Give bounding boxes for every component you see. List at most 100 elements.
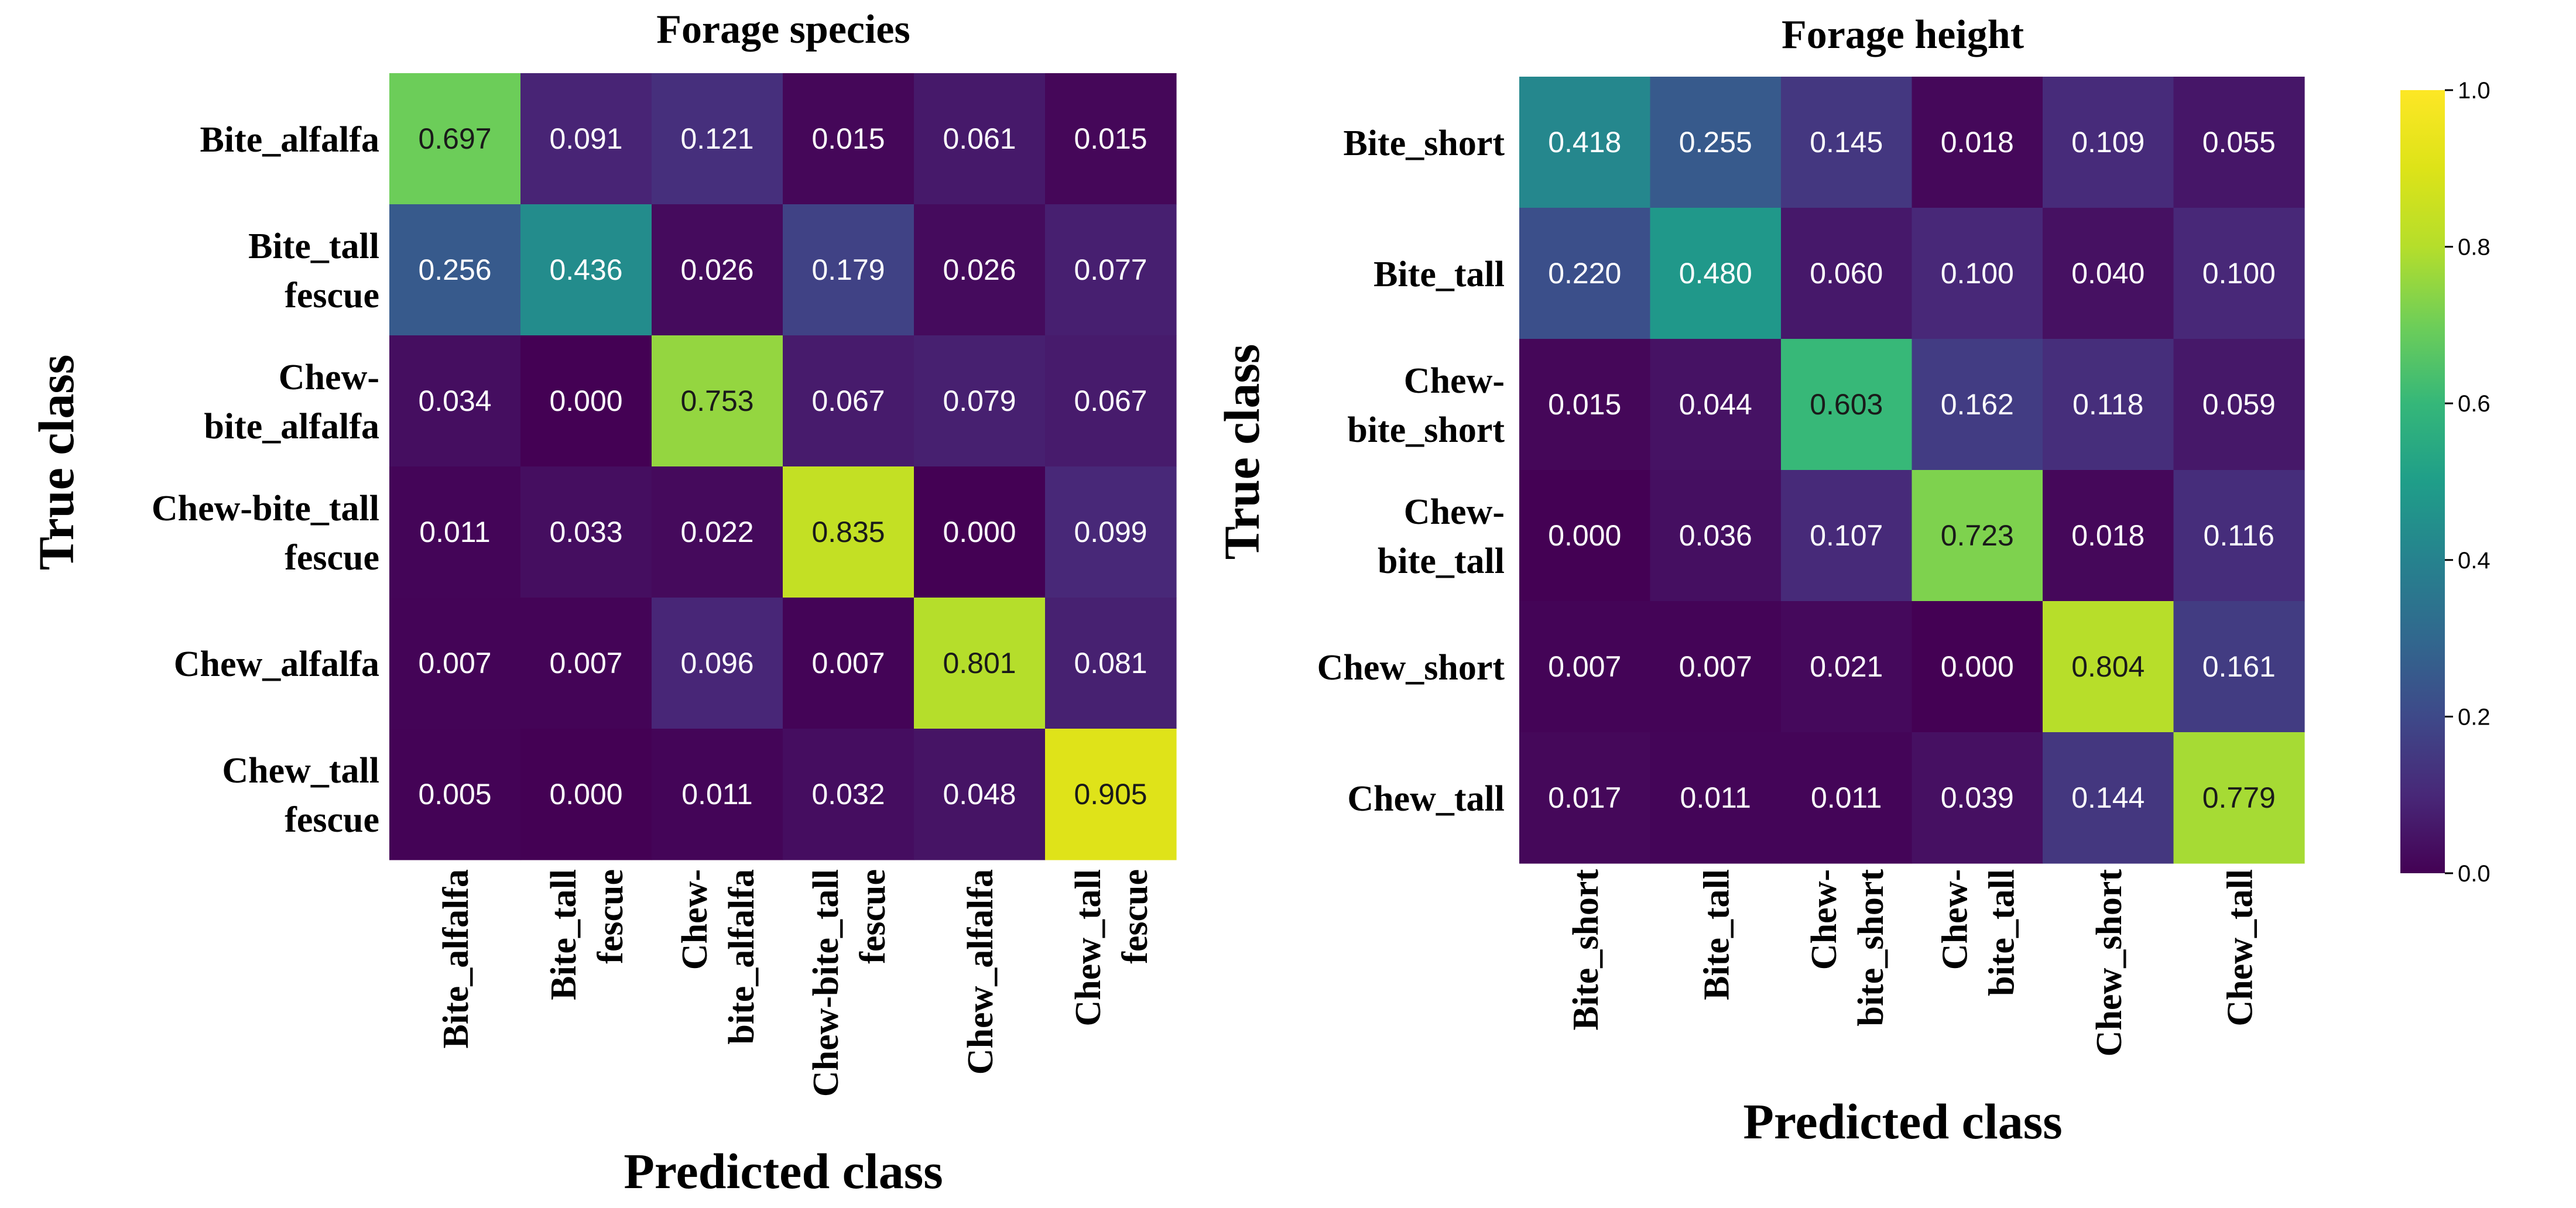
- cell-value: 0.162: [1941, 388, 2014, 421]
- colorbar-tick-label: 0.6: [2458, 391, 2491, 417]
- heatmap-cell: [1781, 470, 1913, 602]
- heatmap-cell: [652, 729, 783, 860]
- heatmap-cell: [1912, 601, 2043, 733]
- heatmap-cell: [2043, 732, 2174, 864]
- heatmap-cell: [652, 466, 783, 598]
- row-tick-label: Chew_short: [1317, 648, 1505, 688]
- heatmap-cell: [914, 598, 1046, 729]
- heatmap-cell: [1519, 77, 1651, 208]
- column-tick-label: Bite_tall: [544, 869, 584, 1000]
- heatmap-cell: [914, 466, 1046, 598]
- row-tick-label: Chew-: [279, 358, 379, 397]
- heatmap-cell: [1045, 729, 1177, 860]
- cell-value: 0.011: [419, 516, 490, 548]
- cell-value: 0.779: [2202, 781, 2276, 814]
- column-tick-labels: Bite_alfalfa Bite_tall fescue Chew-bite_alf…: [436, 869, 1155, 1097]
- cell-value: 0.753: [680, 385, 753, 417]
- cell-value: 0.436: [549, 253, 622, 286]
- column-tick-label: Bite_alfalfa: [436, 869, 476, 1049]
- column-tick-labels: Bite_short Bite_tall Chew-bite_short Chew-b…: [1566, 869, 2260, 1057]
- cell-value: 0.034: [418, 385, 491, 417]
- cell-value: 0.011: [681, 778, 752, 811]
- colorbar-tick-label: 1.0: [2458, 78, 2491, 104]
- cell-value: 0.017: [1548, 781, 1621, 814]
- heatmap-cell: [914, 729, 1046, 860]
- cell-value: 0.067: [811, 385, 885, 417]
- row-tick-label: fescue: [285, 538, 379, 578]
- cell-value: 0.801: [943, 647, 1016, 680]
- heatmap-cell: [1519, 208, 1651, 339]
- colorbar: 0.0 0.2 0.4 0.6 0.8 1.0: [2400, 78, 2491, 887]
- column-tick-label: bite_tall: [1982, 869, 2022, 996]
- heatmap-cell: [652, 73, 783, 205]
- heatmap-cell: [389, 598, 521, 729]
- cell-value: 0.007: [549, 647, 622, 680]
- row-tick-label: Chew-bite_tall: [152, 489, 379, 528]
- cell-value: 0.000: [549, 385, 622, 417]
- heatmap-cell: [1045, 73, 1177, 205]
- cell-value: 0.255: [1679, 126, 1752, 159]
- column-tick-label: Chew-: [1935, 869, 1975, 970]
- heatmap-cell: [389, 73, 521, 205]
- heatmap-cell: [652, 335, 783, 467]
- heatmap-cell: [1912, 208, 2043, 339]
- heatmap-cell: [1045, 598, 1177, 729]
- heatmap-cell: [1781, 208, 1913, 339]
- cell-value: 0.145: [1810, 126, 1883, 159]
- cell-value: 0.036: [1679, 519, 1752, 552]
- row-tick-label: bite_short: [1347, 410, 1505, 450]
- colorbar-ticks: 0.0 0.2 0.4 0.6 0.8 1.0: [2445, 78, 2491, 887]
- heatmap-cells: 0.418 0.255 0.145 0.018 0.109 0.055 0.220 0.480…: [1519, 77, 2305, 864]
- heatmap-cell: [783, 466, 914, 598]
- heatmap-cell: [1781, 601, 1913, 733]
- cell-value: 0.077: [1074, 253, 1147, 286]
- heatmap-cell: [914, 73, 1046, 205]
- cell-value: 0.000: [549, 778, 622, 811]
- heatmap-cell: [914, 335, 1046, 467]
- cell-value: 0.000: [943, 516, 1016, 548]
- heatmap-cell: [2173, 470, 2305, 602]
- cell-value: 0.039: [1941, 781, 2014, 814]
- column-tick-label: fescue: [853, 869, 893, 964]
- cell-value: 0.220: [1548, 257, 1621, 290]
- y-axis-label: True class: [28, 355, 84, 571]
- heatmap-forage-species: Forage species 0.697 0.091 0.121 0.015 0.061…: [28, 7, 1177, 1199]
- column-tick-label: fescue: [1115, 869, 1155, 964]
- heatmap-cell: [1519, 470, 1651, 602]
- heatmap-cell: [1650, 77, 1782, 208]
- column-tick-label: Bite_tall: [1697, 869, 1736, 1000]
- cell-value: 0.000: [1548, 519, 1621, 552]
- heatmap-cell: [783, 598, 914, 729]
- heatmap-cell: [1781, 732, 1913, 864]
- cell-value: 0.121: [680, 122, 753, 155]
- y-axis-label: True class: [1214, 344, 1270, 560]
- heatmap-cell: [2043, 601, 2174, 733]
- heatmap-cell: [1650, 732, 1782, 864]
- x-axis-label: Predicted class: [624, 1143, 943, 1199]
- cell-value: 0.015: [811, 122, 885, 155]
- heatmap-cell: [1045, 466, 1177, 598]
- cell-value: 0.697: [418, 122, 491, 155]
- cell-value: 0.048: [943, 778, 1016, 811]
- heatmap-cell: [2043, 77, 2174, 208]
- cell-value: 0.005: [418, 778, 491, 811]
- heatmap-cell: [1912, 732, 2043, 864]
- row-tick-label: bite_alfalfa: [204, 407, 379, 447]
- cell-value: 0.026: [943, 253, 1016, 286]
- heatmap-cell: [1519, 339, 1651, 471]
- cell-value: 0.044: [1679, 388, 1752, 421]
- heatmap-cell: [2043, 470, 2174, 602]
- column-tick-label: Chew-bite_tall: [806, 869, 846, 1097]
- column-tick-label: Chew_tall: [1068, 869, 1108, 1027]
- heatmap-cell: [1912, 339, 2043, 471]
- column-tick-label: Chew-: [675, 869, 715, 970]
- cell-value: 0.007: [811, 647, 885, 680]
- cell-value: 0.011: [1680, 781, 1751, 814]
- heatmap-cell: [520, 73, 652, 205]
- cell-value: 0.723: [1941, 519, 2014, 552]
- cell-value: 0.067: [1074, 385, 1147, 417]
- cell-value: 0.603: [1810, 388, 1883, 421]
- row-tick-label: Chew_tall: [1347, 779, 1505, 819]
